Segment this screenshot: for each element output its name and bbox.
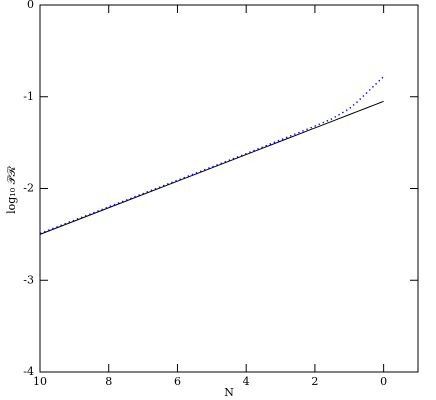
x-axis-label: N (224, 386, 234, 399)
y-tick-label: -2 (23, 182, 34, 195)
series-line (39, 76, 385, 235)
plot-frame (39, 4, 419, 373)
x-tick-label: 6 (174, 375, 181, 388)
x-tick-label: 8 (105, 375, 112, 388)
x-tick-label: 0 (380, 375, 387, 388)
y-tick-label: -1 (23, 90, 34, 103)
y-tick-label: 0 (27, 0, 34, 11)
x-tick-label: 4 (243, 375, 250, 388)
y-tick-label: -4 (23, 365, 34, 378)
y-axis-label: log₁₀ 𝒫ℛ (5, 165, 18, 213)
y-tick-label: -3 (23, 273, 34, 286)
x-tick-label: 2 (311, 375, 318, 388)
x-tick-label: 10 (33, 375, 47, 388)
series-line (39, 100, 384, 235)
